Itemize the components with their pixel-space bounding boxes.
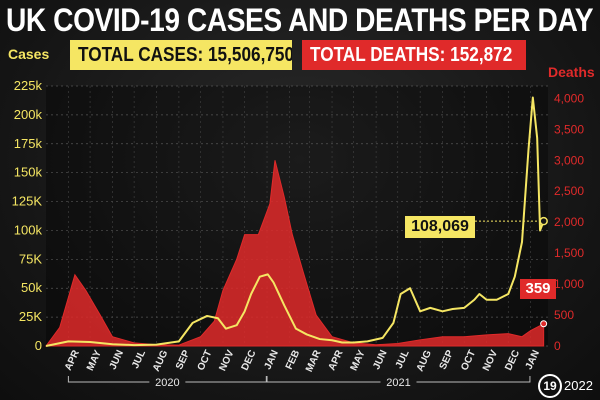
year-label-bg	[149, 375, 186, 389]
total-cases-text: TOTAL CASES: 15,506,750	[78, 44, 292, 66]
month-label: MAY	[85, 348, 104, 372]
y2-tick-label: 2,000	[554, 215, 584, 229]
y2-tick-label: 3,000	[554, 153, 584, 167]
month-label: OCT	[459, 349, 478, 373]
page-number-badge: 19	[538, 374, 562, 398]
y-tick-label: 100k	[14, 222, 43, 237]
y-tick-label: 175k	[14, 136, 43, 151]
month-label: SEP	[438, 348, 457, 371]
y-tick-label: 225k	[14, 78, 43, 93]
month-label: APR	[327, 348, 346, 372]
latest-deaths-point	[540, 320, 548, 328]
deaths-series-area	[45, 160, 545, 347]
month-label: AUG	[151, 348, 170, 373]
deaths-axis-title: Deaths	[548, 64, 595, 80]
chart-title: UK COVID-19 CASES AND DEATHS PER DAY	[6, 2, 594, 38]
month-label: JUL	[130, 349, 148, 371]
total-cases-badge: TOTAL CASES: 15,506,750	[70, 40, 292, 70]
y2-tick-label: 0	[554, 339, 561, 353]
y2-tick-label: 1,000	[554, 277, 584, 291]
total-deaths-badge: TOTAL DEATHS: 152,872	[302, 40, 526, 70]
month-label: JAN	[524, 349, 542, 372]
month-label: FEB	[284, 349, 302, 372]
y-tick-label: 25K	[19, 309, 42, 324]
y-tick-label: 125K	[12, 194, 43, 209]
y2-tick-label: 2,500	[554, 184, 584, 198]
month-label: NOV	[481, 348, 500, 373]
month-label: JUN	[108, 349, 126, 372]
month-label: DEC	[503, 349, 522, 373]
total-deaths-text: TOTAL DEATHS: 152,872	[310, 44, 513, 66]
latest-cases-point	[539, 216, 548, 226]
month-label: DEC	[240, 349, 259, 373]
y-tick-label: 200k	[14, 107, 43, 122]
y2-tick-label: 1,500	[554, 246, 584, 260]
month-label: JAN	[263, 349, 281, 372]
month-label: MAR	[304, 348, 324, 374]
year-label: 2020	[155, 377, 179, 389]
month-label: NOV	[217, 348, 236, 373]
y2-tick-label: 3,500	[554, 122, 584, 136]
latest-cases-callout: 108,069	[405, 216, 475, 238]
badge-year: 2022	[564, 378, 593, 393]
year-label: 2021	[386, 377, 410, 389]
y-tick-label: 0	[35, 338, 42, 353]
month-label: AUG	[415, 348, 434, 373]
month-label: OCT	[196, 349, 215, 373]
year-label-bg	[380, 375, 417, 389]
y-tick-label: 150k	[14, 165, 43, 180]
month-label: MAY	[349, 348, 368, 372]
month-label: APR	[63, 348, 82, 372]
y2-tick-label: 4,000	[554, 91, 584, 105]
cases-series-line	[45, 96, 545, 347]
month-label: JUN	[371, 349, 389, 372]
month-label: SEP	[174, 348, 193, 371]
latest-deaths-callout: 359	[520, 279, 556, 299]
cases-axis-title: Cases	[8, 46, 50, 62]
y-tick-label: 75K	[19, 251, 42, 266]
y-tick-label: 50k	[21, 280, 42, 295]
month-label: JUL	[394, 349, 412, 371]
y2-tick-label: 500	[554, 308, 574, 322]
